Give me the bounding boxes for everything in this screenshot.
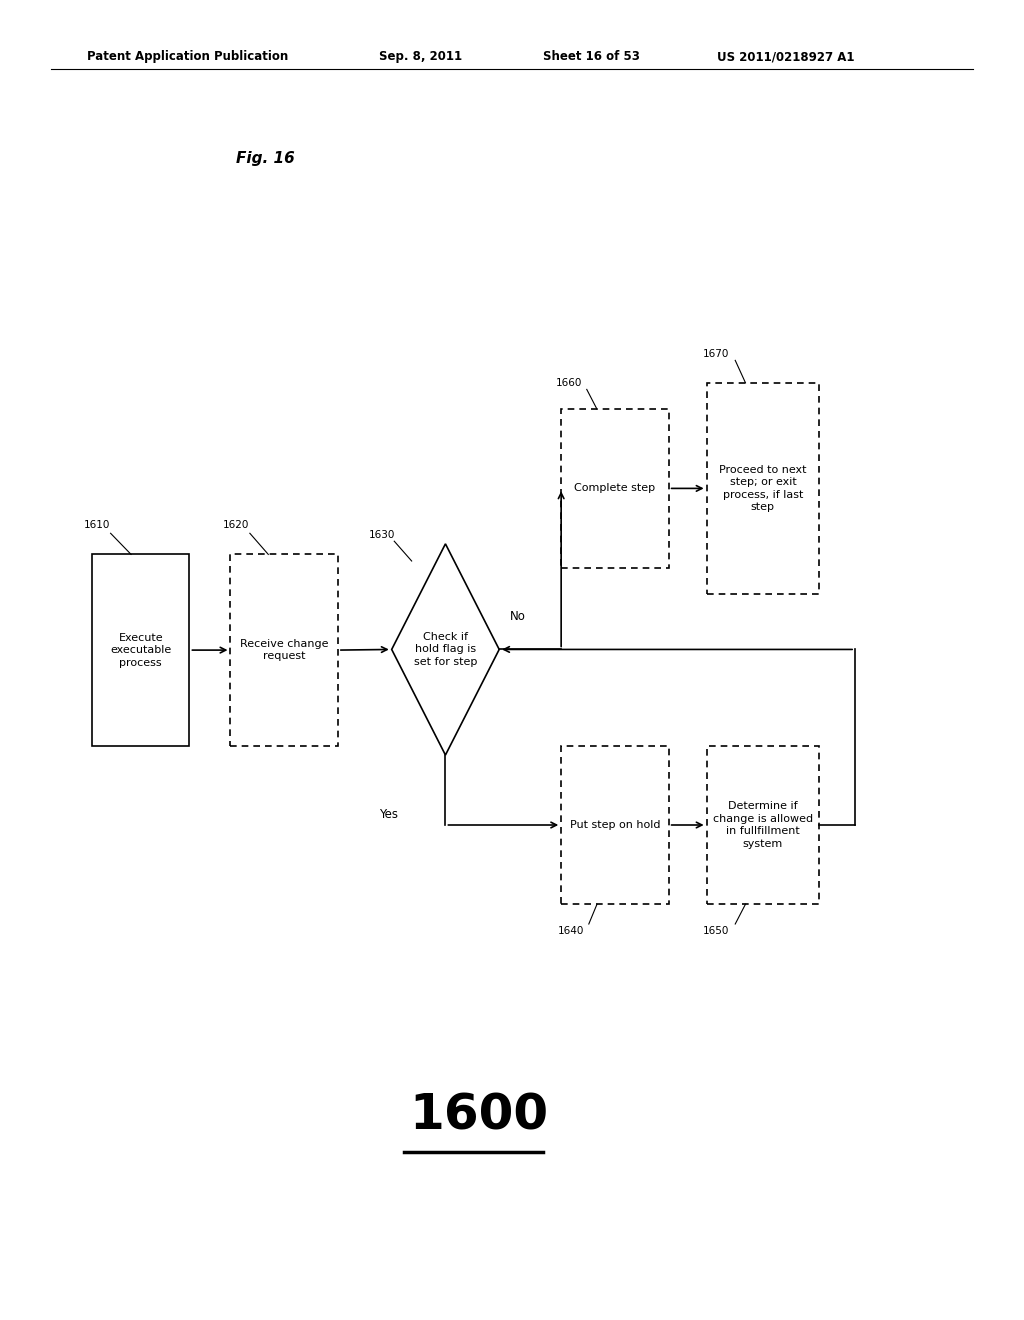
Text: Receive change
request: Receive change request bbox=[240, 639, 329, 661]
Text: 1630: 1630 bbox=[369, 529, 395, 540]
Text: 1650: 1650 bbox=[702, 925, 729, 936]
Text: Sep. 8, 2011: Sep. 8, 2011 bbox=[379, 50, 462, 63]
Bar bbox=[707, 746, 819, 904]
Text: Yes: Yes bbox=[379, 808, 398, 821]
Text: 1610: 1610 bbox=[84, 520, 111, 531]
Text: Fig. 16: Fig. 16 bbox=[236, 150, 294, 166]
Bar bbox=[561, 746, 669, 904]
Polygon shape bbox=[391, 544, 500, 755]
Text: Patent Application Publication: Patent Application Publication bbox=[87, 50, 289, 63]
Text: Sheet 16 of 53: Sheet 16 of 53 bbox=[543, 50, 640, 63]
Text: 1600: 1600 bbox=[410, 1092, 549, 1139]
Text: 1620: 1620 bbox=[223, 520, 250, 531]
Text: 1670: 1670 bbox=[702, 348, 729, 359]
Text: Complete step: Complete step bbox=[574, 483, 655, 494]
Text: Check if
hold flag is
set for step: Check if hold flag is set for step bbox=[414, 632, 477, 667]
Bar bbox=[707, 383, 819, 594]
Text: Determine if
change is allowed
in fullfillment
system: Determine if change is allowed in fullfi… bbox=[713, 801, 813, 849]
Bar bbox=[230, 554, 338, 746]
Text: 1640: 1640 bbox=[558, 925, 585, 936]
Bar bbox=[92, 554, 189, 746]
Text: 1660: 1660 bbox=[556, 378, 583, 388]
Text: US 2011/0218927 A1: US 2011/0218927 A1 bbox=[717, 50, 854, 63]
Text: Proceed to next
step; or exit
process, if last
step: Proceed to next step; or exit process, i… bbox=[719, 465, 807, 512]
Bar bbox=[561, 409, 669, 568]
Text: Put step on hold: Put step on hold bbox=[569, 820, 660, 830]
Text: Execute
executable
process: Execute executable process bbox=[111, 632, 171, 668]
Text: No: No bbox=[510, 610, 525, 623]
